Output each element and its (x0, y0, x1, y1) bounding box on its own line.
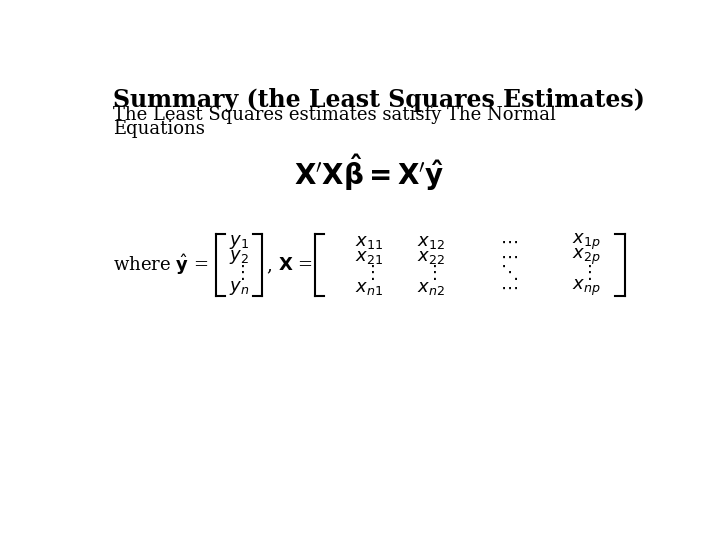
Text: The Least Squares estimates satisfy The Normal: The Least Squares estimates satisfy The … (113, 106, 556, 124)
Text: $y_2$: $y_2$ (229, 248, 248, 266)
Text: $x_{1p}$: $x_{1p}$ (572, 232, 600, 252)
Text: $\mathbf{X'X\hat{\beta} = X'\hat{y}}$: $\mathbf{X'X\hat{\beta} = X'\hat{y}}$ (294, 152, 444, 193)
Text: $x_{2p}$: $x_{2p}$ (572, 247, 600, 267)
Text: $x_{12}$: $x_{12}$ (417, 233, 445, 251)
Text: $x_{22}$: $x_{22}$ (417, 248, 445, 266)
Text: $x_{11}$: $x_{11}$ (355, 233, 383, 251)
Text: $\vdots$: $\vdots$ (425, 263, 437, 282)
Text: $y_n$: $y_n$ (229, 279, 249, 297)
Text: $\vdots$: $\vdots$ (580, 263, 592, 282)
Text: $\ddots$: $\ddots$ (500, 263, 518, 282)
Text: $\cdots$: $\cdots$ (500, 233, 518, 251)
Text: $x_{n2}$: $x_{n2}$ (417, 279, 445, 297)
Text: $\mathbf{X}$ =: $\mathbf{X}$ = (277, 256, 312, 274)
Text: $y_1$: $y_1$ (229, 233, 249, 251)
Text: $\cdots$: $\cdots$ (500, 279, 518, 297)
Text: Summary (the Least Squares Estimates): Summary (the Least Squares Estimates) (113, 88, 645, 112)
Text: where $\hat{\mathbf{y}}$ =: where $\hat{\mathbf{y}}$ = (113, 253, 209, 278)
Text: $x_{np}$: $x_{np}$ (572, 278, 600, 298)
Text: $\cdots$: $\cdots$ (500, 248, 518, 266)
Text: Equations: Equations (113, 120, 205, 138)
Text: ,: , (266, 256, 271, 274)
Text: $x_{n1}$: $x_{n1}$ (355, 279, 383, 297)
Text: $x_{21}$: $x_{21}$ (355, 248, 383, 266)
Text: $\vdots$: $\vdots$ (363, 263, 375, 282)
Text: $\vdots$: $\vdots$ (233, 263, 245, 282)
